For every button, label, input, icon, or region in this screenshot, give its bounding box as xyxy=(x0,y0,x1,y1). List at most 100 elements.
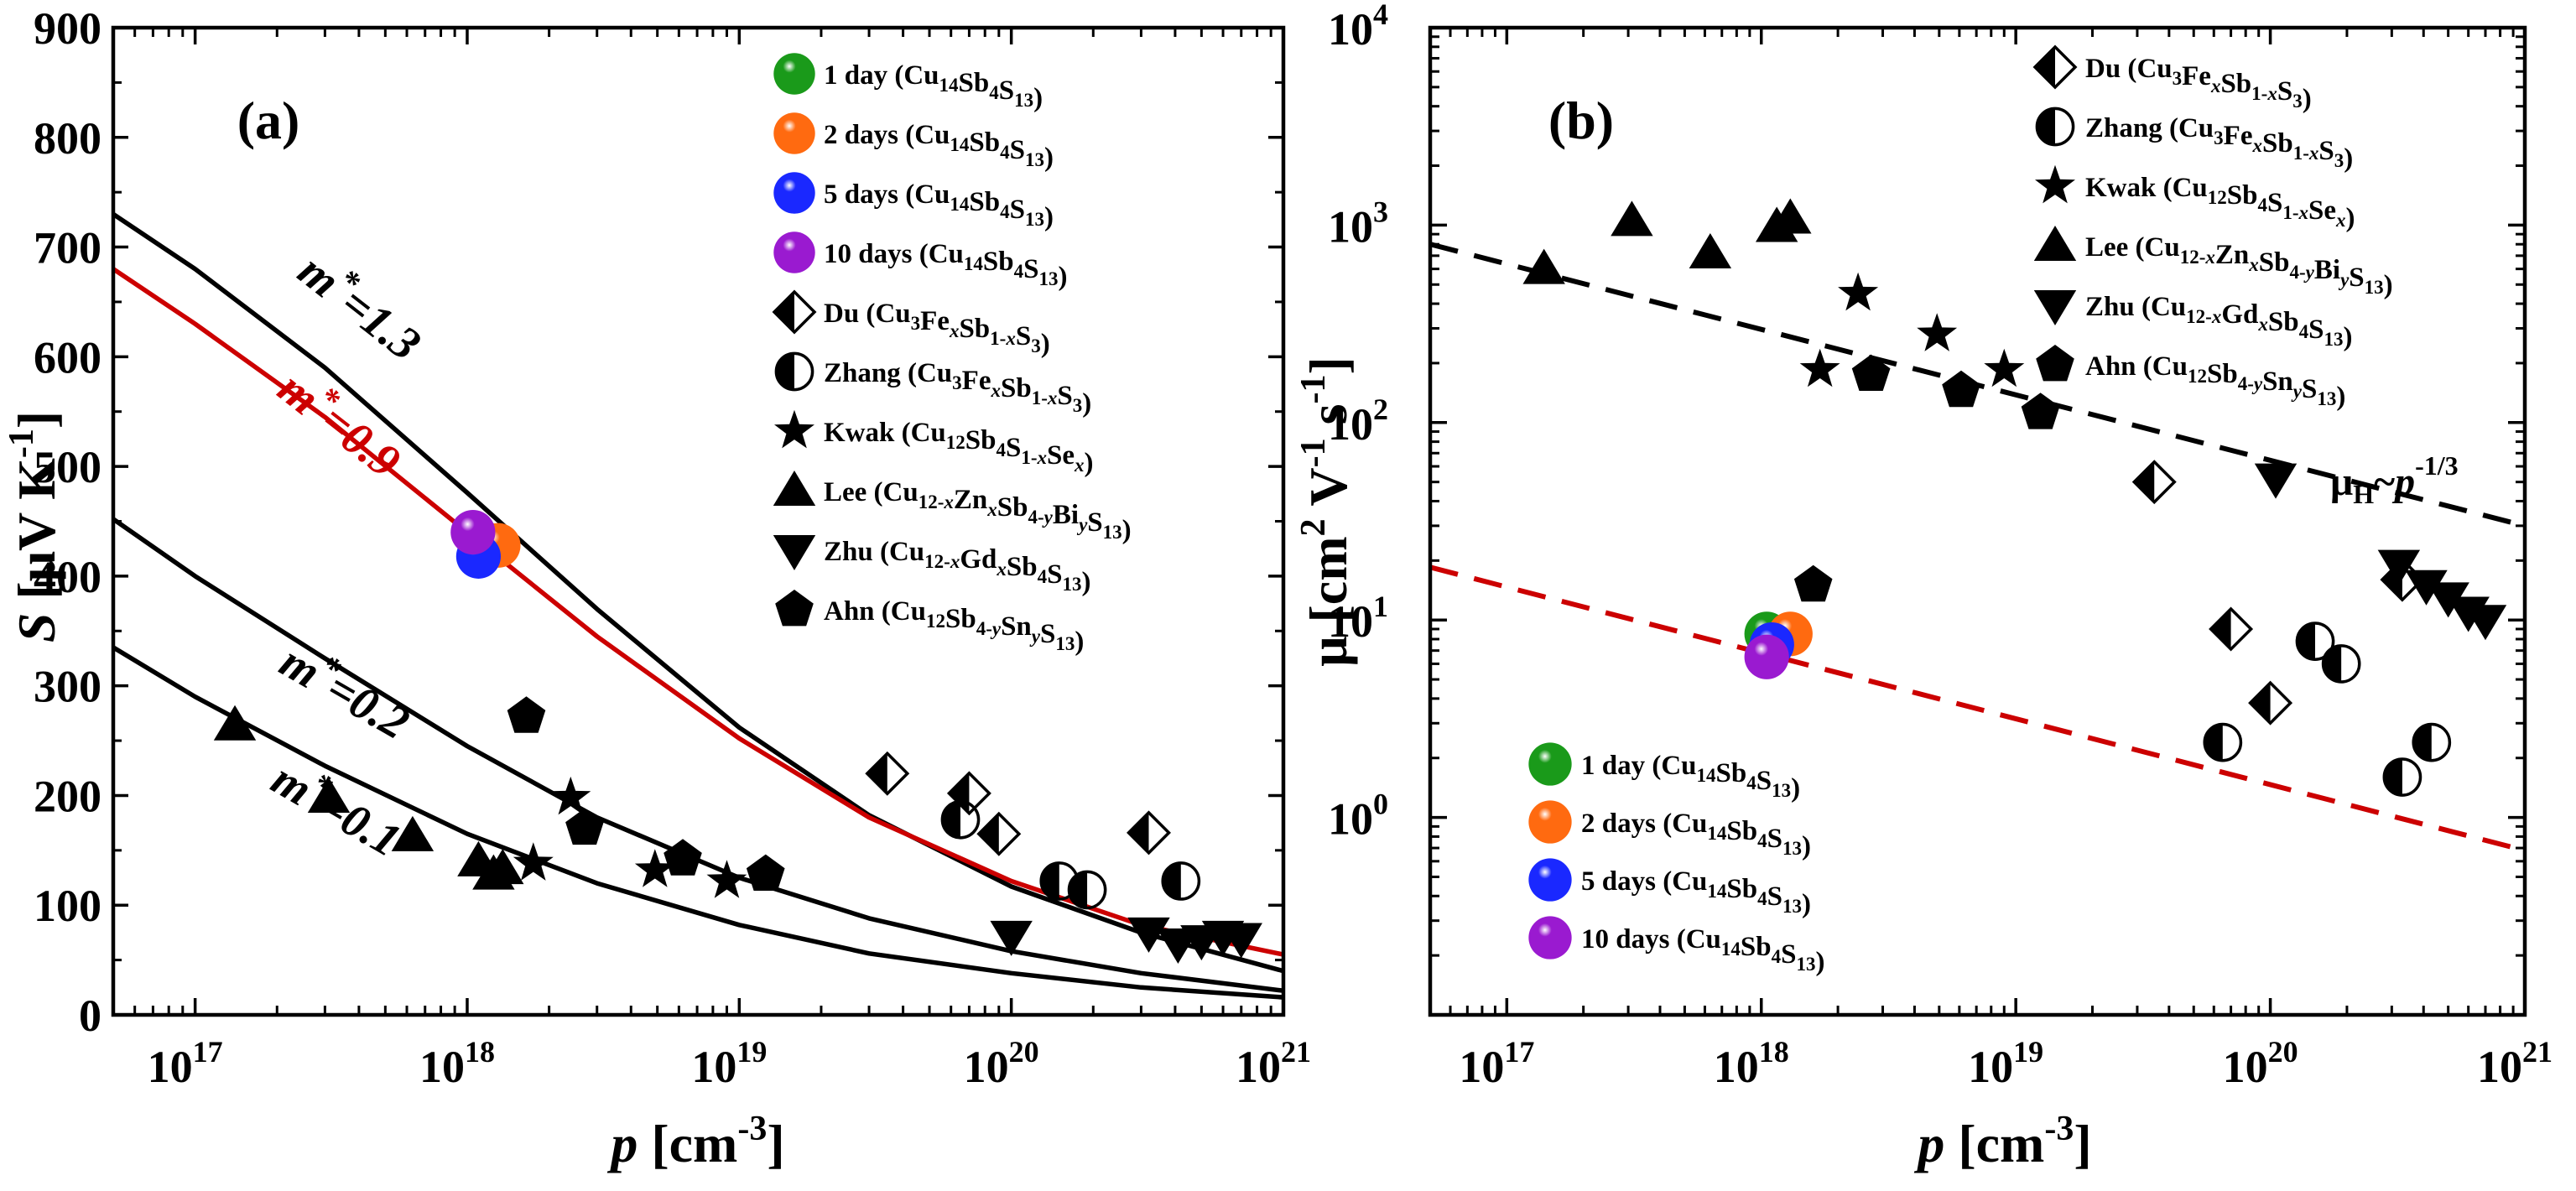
y-tick-label: 700 xyxy=(34,223,101,273)
legend-entry: 10 days (Cu14Sb4S13) xyxy=(824,239,1067,292)
data-point xyxy=(1161,861,1201,901)
data-point xyxy=(1942,370,1980,408)
data-point xyxy=(1689,232,1732,268)
y-tick-label: 104 xyxy=(1328,0,1388,55)
legend-marker xyxy=(773,112,815,154)
legend-entry: 2 days (Cu14Sb4S13) xyxy=(1581,809,1811,861)
legend-entry: 1 day (Cu14Sb4S13) xyxy=(824,60,1043,113)
x-tick-label: 1019 xyxy=(691,1035,767,1092)
panel-b-legend-literature: Du (Cu3FexSb1-xS3)Zhang (Cu3FexSb1-xS3)K… xyxy=(2032,44,2393,412)
panel-a-y-axis-label: S [μV K-1] xyxy=(3,411,66,642)
legend-entry: Kwak (Cu12Sb4S1-xSex) xyxy=(2085,173,2355,233)
panel-b-y-axis-label: μ [cm2 V-1 s-1] xyxy=(1294,356,1358,667)
curve-label: m*=0.9 xyxy=(268,356,414,488)
data-point xyxy=(1611,200,1653,237)
x-tick-label: 1018 xyxy=(1714,1035,1789,1092)
data-point xyxy=(2377,549,2421,585)
legend-marker xyxy=(1528,742,1572,786)
legend-marker xyxy=(1528,800,1572,844)
y-tick-label: 103 xyxy=(1328,195,1388,252)
legend-entry: Ahn (Cu12Sb4-ySnyS13) xyxy=(2085,351,2345,412)
x-tick-label: 1018 xyxy=(419,1035,495,1092)
data-point xyxy=(213,705,257,741)
y-tick-label: 100 xyxy=(1328,788,1388,845)
y-tick-label: 600 xyxy=(34,332,101,382)
legend-marker xyxy=(2032,44,2078,90)
legend-marker xyxy=(773,172,815,214)
data-point xyxy=(1127,810,1171,856)
data-point xyxy=(746,854,785,891)
legend-entry: Zhu (Cu12-xGdxSb4S13) xyxy=(2085,292,2352,352)
model-curve xyxy=(113,645,1283,1000)
legend-entry: Zhang (Cu3FexSb1-xS3) xyxy=(824,358,1091,419)
data-point xyxy=(565,808,604,845)
legend-marker xyxy=(774,351,814,392)
x-tick-label: 1020 xyxy=(2223,1035,2298,1092)
data-point xyxy=(1838,272,1879,311)
legend-marker xyxy=(774,409,814,449)
data-point xyxy=(1067,870,1107,910)
panel-a-y-ticks: 0 100 200 300 400 500 600 700 800 900 xyxy=(34,3,1283,1041)
data-point xyxy=(2131,460,2177,505)
legend-marker xyxy=(775,590,814,627)
data-point xyxy=(507,696,546,733)
data-point xyxy=(2209,606,2254,652)
x-tick-label: 1017 xyxy=(1459,1035,1534,1092)
y-tick-label: 200 xyxy=(34,771,101,821)
data-point xyxy=(450,509,496,555)
model-curve xyxy=(113,517,1283,993)
panel-a-points xyxy=(213,509,1262,964)
legend-marker xyxy=(2033,290,2077,325)
legend-entry: Zhang (Cu3FexSb1-xS3) xyxy=(2085,113,2353,174)
panel-b-frame xyxy=(1428,25,2527,1017)
legend-entry: 1 day (Cu14Sb4S13) xyxy=(1581,751,1800,804)
panel-a-x-axis-label: p [cm-3] xyxy=(606,1110,784,1173)
data-point xyxy=(2021,393,2060,429)
data-point xyxy=(1744,634,1789,679)
data-point xyxy=(946,771,991,816)
data-point xyxy=(664,839,702,876)
data-point xyxy=(1220,923,1262,959)
legend-marker xyxy=(1528,858,1572,902)
data-point xyxy=(940,799,981,840)
data-point xyxy=(1799,348,1840,387)
data-point xyxy=(391,815,435,851)
y-tick-label: 101 xyxy=(1328,590,1388,647)
data-point xyxy=(481,849,524,885)
panel-b-x-axis-label: p [cm-3] xyxy=(1913,1110,2091,1173)
legend-entry: Zhu (Cu12-xGdxSb4S13) xyxy=(824,537,1090,597)
panel-b-legend-this-work: 1 day (Cu14Sb4S13)2 days (Cu14Sb4S13)5 d… xyxy=(1528,742,1824,977)
panel-a-x-ticks: 1017 1018 1019 1020 1021 xyxy=(112,28,1311,1092)
legend-marker xyxy=(2036,345,2074,382)
curve-label: m*=1.3 xyxy=(289,238,435,371)
data-point xyxy=(550,776,591,815)
panel-b-points xyxy=(1522,198,2507,797)
data-point xyxy=(2203,722,2243,762)
x-tick-label: 1019 xyxy=(1968,1035,2043,1092)
legend-marker xyxy=(773,231,815,273)
model-curve xyxy=(113,212,1283,974)
legend-marker xyxy=(2035,164,2075,204)
legend-marker xyxy=(773,53,815,95)
legend-marker xyxy=(773,471,816,506)
data-point xyxy=(307,778,351,814)
data-point xyxy=(2248,680,2293,726)
data-point xyxy=(1793,564,1833,602)
legend-entry: 10 days (Cu14Sb4S13) xyxy=(1581,924,1824,977)
fit-line xyxy=(1430,564,2525,853)
data-point xyxy=(865,751,910,796)
data-point xyxy=(2427,582,2469,618)
y-tick-label: 0 xyxy=(79,991,101,1041)
legend-marker xyxy=(1528,916,1572,960)
legend-entry: Du (Cu3FexSb1-xS3) xyxy=(2085,54,2312,114)
legend-entry: 5 days (Cu14Sb4S13) xyxy=(824,179,1054,232)
panel-a-frame xyxy=(111,25,1286,1017)
y-tick-label: 300 xyxy=(34,662,101,712)
panel-b-label: (b) xyxy=(1548,91,1614,150)
panel-a-label: (a) xyxy=(237,91,300,150)
x-tick-label: 1021 xyxy=(1236,1035,1311,1092)
x-tick-label: 1021 xyxy=(2477,1035,2553,1092)
data-point xyxy=(2382,757,2422,797)
